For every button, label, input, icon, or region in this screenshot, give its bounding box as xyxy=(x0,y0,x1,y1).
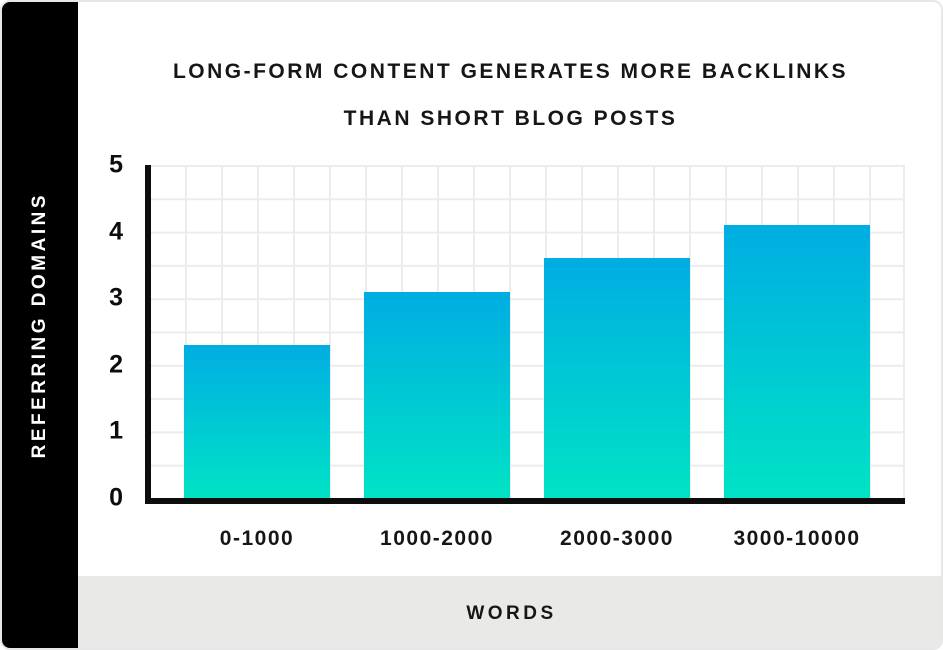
x-category-label: 2000-3000 xyxy=(560,527,674,550)
y-tick-label: 4 xyxy=(109,217,124,246)
x-axis-title: WORDS xyxy=(466,603,557,624)
y-axis-title-band: REFERRING DOMAINS xyxy=(2,2,78,648)
chart-title-line-1: LONG-FORM CONTENT GENERATES MORE BACKLIN… xyxy=(172,60,849,83)
y-axis-title: REFERRING DOMAINS xyxy=(29,191,50,459)
chart-title: LONG-FORM CONTENT GENERATES MORE BACKLIN… xyxy=(78,48,941,142)
bar-3000-10000 xyxy=(724,225,870,498)
x-category-label: 0-1000 xyxy=(219,527,295,550)
y-tick-label: 5 xyxy=(109,150,124,179)
bar-2000-3000 xyxy=(544,258,690,498)
bar-1000-2000 xyxy=(364,292,510,498)
y-tick-label: 0 xyxy=(109,483,124,512)
y-tick-label: 1 xyxy=(109,416,124,445)
y-axis-line xyxy=(145,165,151,504)
x-category-label: 1000-2000 xyxy=(380,527,494,550)
chart-title-line-2: THAN SHORT BLOG POSTS xyxy=(343,107,678,130)
y-tick-label: 3 xyxy=(109,283,124,312)
plot-area xyxy=(149,165,905,498)
bar-0-1000 xyxy=(184,345,330,498)
x-axis-line xyxy=(145,498,905,504)
y-tick-label: 2 xyxy=(109,350,124,379)
x-axis-title-band: WORDS xyxy=(78,576,941,648)
x-category-label: 3000-10000 xyxy=(733,527,861,550)
